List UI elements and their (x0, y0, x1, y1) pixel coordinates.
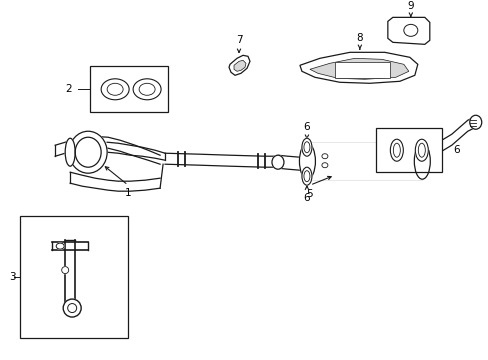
Text: 6: 6 (452, 145, 459, 155)
Ellipse shape (63, 299, 81, 317)
Ellipse shape (61, 267, 68, 274)
Ellipse shape (469, 115, 481, 129)
Text: 6: 6 (303, 122, 309, 132)
Ellipse shape (299, 143, 315, 179)
Ellipse shape (403, 24, 417, 36)
Text: 9: 9 (407, 1, 413, 12)
Text: 5: 5 (306, 189, 313, 199)
Bar (20, 216, 128, 338)
Ellipse shape (301, 167, 311, 185)
Ellipse shape (389, 139, 403, 161)
Ellipse shape (414, 139, 427, 161)
Bar (90, 66, 168, 112)
Bar (375, 128, 441, 172)
Ellipse shape (69, 131, 107, 173)
Ellipse shape (413, 143, 429, 179)
Ellipse shape (301, 138, 311, 156)
Ellipse shape (321, 163, 327, 168)
Text: 8: 8 (356, 33, 363, 43)
Polygon shape (228, 55, 249, 75)
Bar (307, 143, 422, 179)
Ellipse shape (65, 138, 75, 166)
Polygon shape (234, 60, 245, 71)
Ellipse shape (304, 142, 309, 153)
Ellipse shape (392, 143, 400, 157)
Ellipse shape (133, 79, 161, 100)
Bar (334, 62, 389, 78)
Text: 4: 4 (44, 308, 50, 318)
Ellipse shape (304, 171, 309, 182)
Ellipse shape (417, 143, 425, 157)
Text: 2: 2 (65, 84, 71, 94)
Ellipse shape (56, 243, 64, 249)
Text: 7: 7 (235, 35, 242, 45)
Ellipse shape (101, 79, 129, 100)
Text: 6: 6 (303, 193, 309, 203)
Text: 3: 3 (9, 272, 16, 282)
Ellipse shape (321, 154, 327, 159)
Text: 1: 1 (124, 188, 131, 198)
Ellipse shape (67, 303, 77, 312)
Polygon shape (309, 58, 408, 79)
Polygon shape (387, 17, 429, 44)
Ellipse shape (139, 83, 155, 95)
Ellipse shape (271, 155, 284, 169)
Ellipse shape (75, 137, 101, 167)
Polygon shape (299, 52, 417, 83)
Ellipse shape (107, 83, 123, 95)
